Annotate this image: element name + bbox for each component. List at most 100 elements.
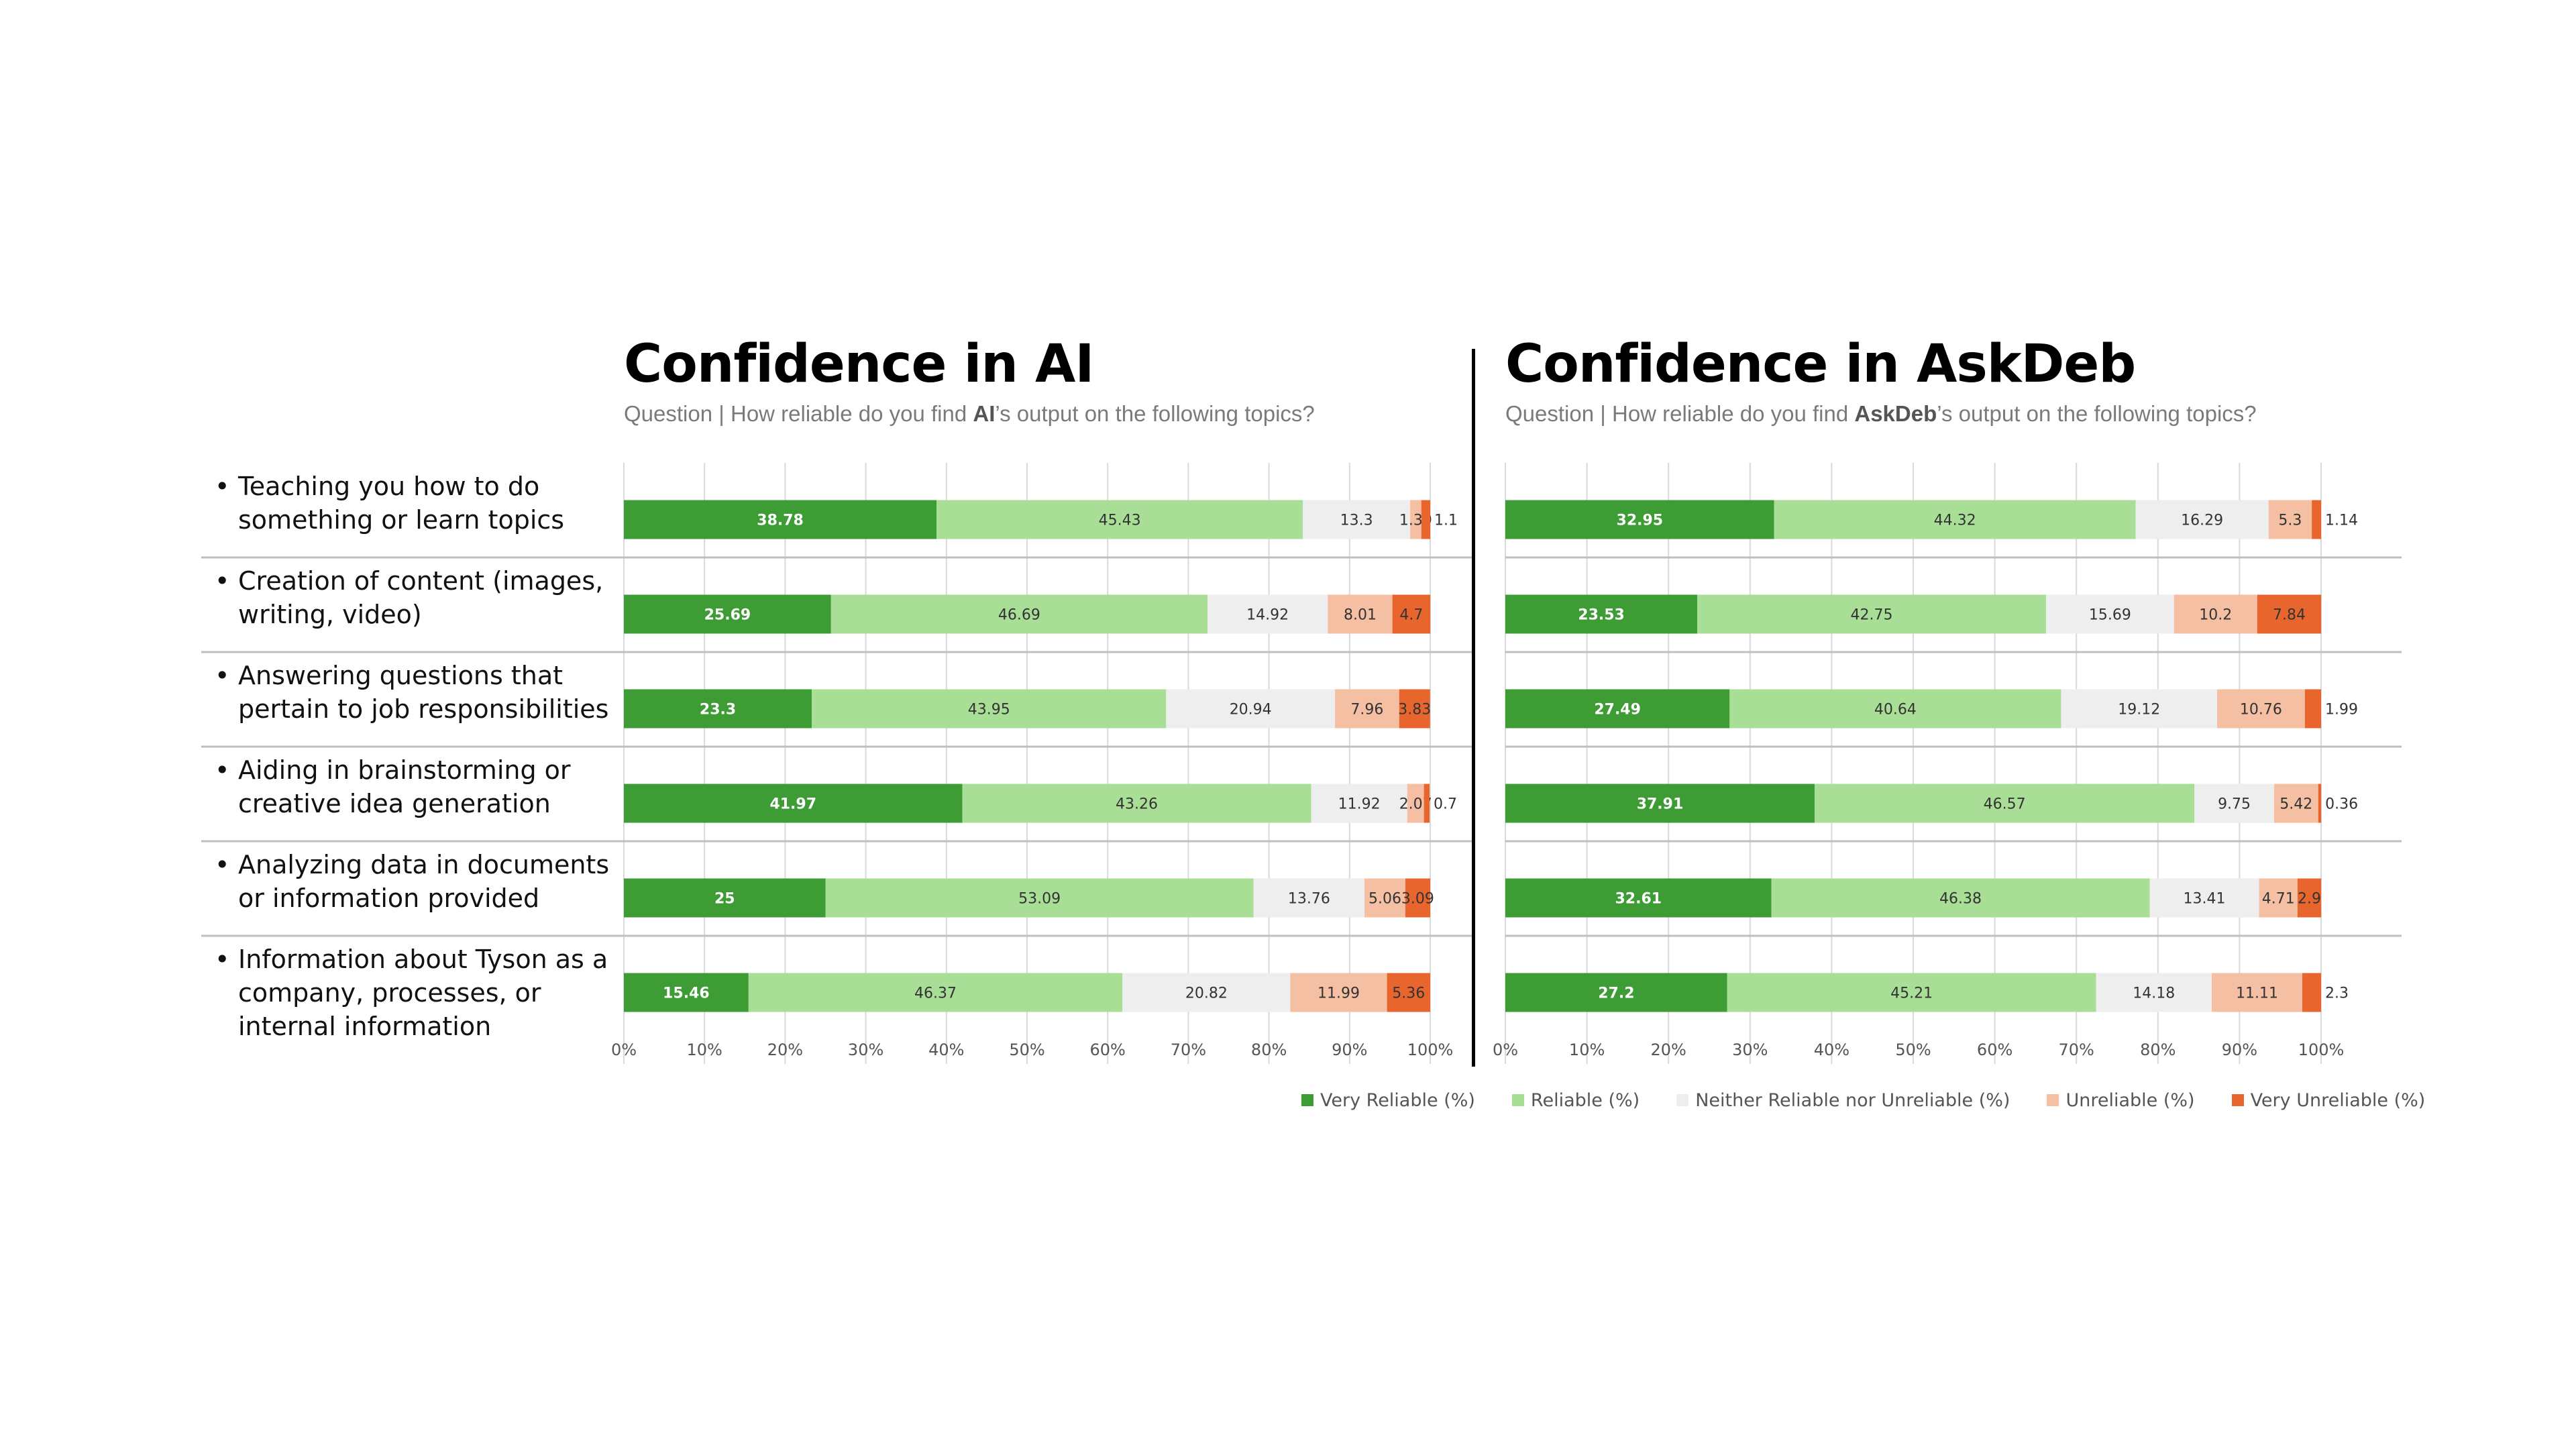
data-label: 5.36 <box>1392 985 1425 1002</box>
legend-label: Neither Reliable nor Unreliable (%) <box>1695 1089 2010 1111</box>
data-label: 13.41 <box>2184 891 2226 908</box>
bar-segment <box>1421 500 1430 539</box>
data-label: 23.3 <box>700 702 736 718</box>
legend-label: Very Reliable (%) <box>1320 1089 1475 1111</box>
x-tick-label: 40% <box>928 1040 964 1059</box>
bar-segment <box>2061 689 2217 729</box>
data-label: 25.69 <box>704 607 751 624</box>
bar-segment <box>2096 973 2212 1012</box>
bar-segment <box>2045 594 2174 634</box>
bar-segment <box>1399 689 1430 729</box>
bar-segment <box>1290 973 1387 1012</box>
data-label: 1.14 <box>2325 513 2358 529</box>
bar-segment <box>1328 594 1393 634</box>
bar-segment <box>2211 973 2303 1012</box>
subtitle-suffix: ’s output on the following topics? <box>1937 401 2257 426</box>
x-tick-label: 20% <box>1651 1040 1686 1059</box>
x-tick-label: 20% <box>767 1040 803 1059</box>
data-label: 43.26 <box>1116 796 1158 813</box>
x-tick-label: 60% <box>1977 1040 2012 1059</box>
data-label: 20.82 <box>1185 985 1228 1002</box>
x-tick-label: 70% <box>2059 1040 2094 1059</box>
bar-segment <box>2273 784 2318 823</box>
bar-segment <box>1505 878 1772 918</box>
data-label: 11.11 <box>2236 985 2278 1002</box>
bullet: • <box>215 850 230 879</box>
category-label: Analyzing data in documents or informati… <box>238 850 610 913</box>
bar-segment <box>1814 784 2195 823</box>
x-tick-label: 10% <box>1569 1040 1605 1059</box>
bar-segment <box>1405 878 1430 918</box>
legend-swatch <box>2231 1094 2244 1106</box>
x-tick-label: 50% <box>1895 1040 1931 1059</box>
legend-item: Reliable (%) <box>1511 1087 1640 1114</box>
legend-label: Reliable (%) <box>1530 1089 1640 1111</box>
bar-segment <box>812 689 1167 729</box>
bar-segment <box>1364 878 1405 918</box>
data-label: 20.94 <box>1230 702 1272 718</box>
data-label: 3.83 <box>1398 702 1431 718</box>
category-label: Teaching you how to do something or lear… <box>238 472 565 535</box>
data-label: 5.42 <box>2279 796 2312 813</box>
bar-segment <box>2312 500 2321 539</box>
bar-segment <box>1505 973 1727 1012</box>
data-label: 0.36 <box>2325 796 2358 813</box>
data-label: 38.78 <box>757 513 804 529</box>
bar-segment <box>936 500 1303 539</box>
chart-subtitle-askdeb: Question | How reliable do you find AskD… <box>1505 401 2257 427</box>
category-label: Aiding in brainstorming or creative idea… <box>238 755 571 818</box>
data-label: 53.09 <box>1018 891 1061 908</box>
legend-item: Unreliable (%) <box>2047 1087 2195 1114</box>
bar-segment <box>1387 973 1430 1012</box>
x-tick-label: 50% <box>1009 1040 1044 1059</box>
bar-segment <box>624 784 963 823</box>
bar-segment <box>1410 500 1421 539</box>
data-label: 10.76 <box>2240 702 2282 718</box>
category-label: Creation of content (images, writing, vi… <box>238 566 604 629</box>
bar-segment <box>1424 784 1430 823</box>
data-label: 13.3 <box>1340 513 1373 529</box>
data-label: 46.57 <box>1984 796 2026 813</box>
x-tick-label: 30% <box>848 1040 883 1059</box>
bar-segment <box>624 973 749 1012</box>
subtitle-suffix: ’s output on the following topics? <box>995 401 1315 426</box>
bar-segment <box>1253 878 1365 918</box>
bar-segment <box>2174 594 2257 634</box>
legend-swatch <box>1511 1094 1524 1106</box>
subtitle-bold: AskDeb <box>1854 401 1937 426</box>
chart-title-ai: Confidence in AI <box>624 334 1094 394</box>
data-label: 10.2 <box>2199 607 2232 624</box>
data-label: 2.3 <box>2325 985 2349 1002</box>
chart-divider <box>1472 349 1475 1067</box>
bar-segment <box>962 784 1311 823</box>
bar-segment <box>1727 973 2096 1012</box>
data-label: 46.38 <box>1939 891 1982 908</box>
bar-segment <box>748 973 1123 1012</box>
bar-segment <box>2149 878 2259 918</box>
bar-segment <box>624 500 937 539</box>
data-label: 11.99 <box>1318 985 1360 1002</box>
legend-swatch <box>1301 1094 1313 1106</box>
bullet: • <box>215 661 230 690</box>
data-label: 32.61 <box>1615 891 1662 908</box>
bar-segment <box>2318 784 2322 823</box>
legend-item: Very Reliable (%) <box>1301 1087 1475 1114</box>
data-label: 2.9 <box>2298 891 2321 908</box>
data-label: 40.64 <box>1874 702 1917 718</box>
data-label: 45.21 <box>1890 985 1933 1002</box>
x-tick-label: 100% <box>1407 1040 1454 1059</box>
data-label: 1.99 <box>2325 702 2358 718</box>
x-tick-label: 60% <box>1090 1040 1126 1059</box>
bar-segment <box>2194 784 2274 823</box>
bar-segment <box>830 594 1208 634</box>
bar-segment <box>2259 878 2298 918</box>
x-tick-label: 100% <box>2298 1040 2345 1059</box>
data-label: 0.7 <box>1434 796 1457 813</box>
data-label: 5.06 <box>1368 891 1401 908</box>
bar-segment <box>624 594 831 634</box>
bar-segment <box>1505 784 1815 823</box>
data-label: 14.92 <box>1246 607 1289 624</box>
bar-segment <box>1505 594 1698 634</box>
bar-segment <box>1505 689 1730 729</box>
